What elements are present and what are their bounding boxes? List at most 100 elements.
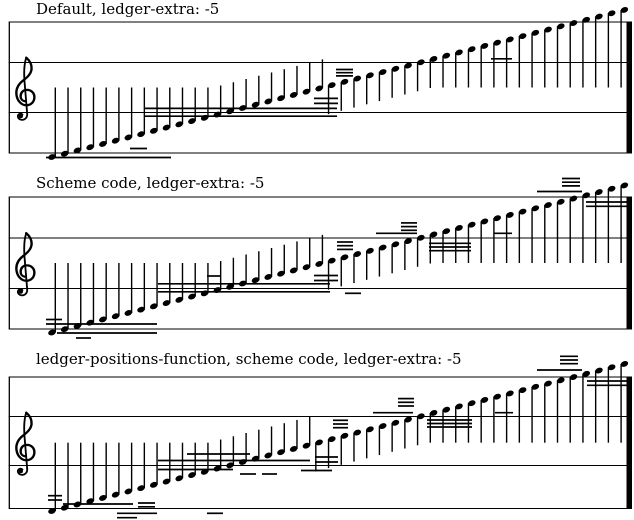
notehead (480, 218, 489, 225)
notehead (391, 419, 400, 426)
notehead (162, 478, 171, 485)
notehead (302, 264, 311, 271)
notehead (111, 491, 120, 498)
notehead (226, 108, 234, 115)
treble-clef-curl (16, 112, 29, 121)
notehead (366, 426, 374, 433)
notehead (557, 377, 565, 384)
notehead (73, 501, 82, 508)
notehead (86, 319, 94, 326)
notehead (417, 59, 425, 66)
notehead (544, 202, 552, 209)
treble-clef-curl (16, 288, 29, 297)
notehead (124, 309, 133, 316)
notehead (353, 75, 362, 82)
notehead (251, 455, 260, 462)
notehead (239, 105, 247, 111)
final-barline (626, 21, 632, 154)
notehead (213, 111, 222, 118)
notehead (582, 16, 591, 23)
notehead (60, 326, 69, 333)
notehead (328, 257, 336, 264)
treble-clef-spine (23, 56, 29, 115)
notehead (149, 481, 158, 488)
treble-clef-ball (18, 469, 23, 474)
notehead (442, 52, 451, 59)
notehead (328, 82, 336, 89)
notehead (149, 303, 158, 310)
treble-clef-icon (15, 56, 36, 121)
notehead (455, 49, 463, 56)
notehead (391, 65, 400, 72)
notehead (595, 13, 603, 20)
start-barline (8, 197, 10, 329)
notehead (124, 134, 133, 141)
notehead (442, 406, 451, 413)
notehead (404, 62, 412, 69)
notehead (264, 98, 273, 105)
notehead (289, 446, 298, 452)
notehead (188, 118, 196, 124)
treble-clef-loop (15, 411, 36, 462)
notehead (73, 147, 82, 154)
notehead (264, 452, 273, 459)
notehead (213, 287, 222, 293)
notehead (378, 244, 387, 251)
notehead (264, 274, 273, 280)
notehead (251, 277, 260, 284)
notehead (378, 423, 387, 429)
notehead (404, 416, 412, 423)
notehead (48, 329, 56, 336)
notehead (315, 85, 323, 92)
notehead (175, 475, 183, 482)
notehead (277, 270, 285, 277)
notehead (60, 150, 69, 157)
notehead (467, 46, 476, 53)
start-barline (8, 377, 10, 509)
notehead (366, 247, 374, 254)
notehead (429, 231, 438, 238)
notehead (595, 367, 603, 374)
notehead (328, 436, 336, 443)
notehead (213, 465, 222, 472)
notehead (137, 306, 145, 313)
notehead (493, 39, 501, 46)
notehead (200, 468, 209, 475)
notehead (391, 241, 400, 248)
notehead (226, 283, 234, 290)
notehead (620, 182, 629, 189)
notehead (480, 396, 489, 403)
notehead (86, 144, 94, 151)
notehead (48, 508, 56, 514)
notehead (531, 29, 540, 36)
notehead (99, 141, 107, 147)
treble-clef-ball (18, 289, 23, 294)
notehead (518, 387, 527, 394)
notehead (137, 485, 145, 492)
notehead (200, 114, 209, 121)
notehead (569, 195, 578, 202)
notehead (582, 370, 591, 377)
notehead (607, 10, 616, 17)
treble-clef-ball (18, 114, 23, 119)
notehead (544, 26, 552, 33)
notehead (111, 313, 120, 320)
notehead (162, 124, 171, 131)
notehead (239, 280, 247, 287)
notehead (289, 92, 298, 98)
notehead (429, 56, 438, 62)
notehead (493, 215, 501, 222)
treble-clef-spine (23, 232, 29, 291)
notehead (467, 221, 476, 228)
notehead (99, 495, 107, 501)
notehead (455, 225, 463, 231)
notehead (595, 189, 603, 195)
notehead (289, 267, 298, 274)
final-barline (626, 376, 632, 509)
notehead (506, 211, 514, 218)
notehead (557, 198, 565, 205)
notehead (277, 449, 285, 456)
notehead (620, 361, 629, 367)
notehead (569, 20, 578, 26)
